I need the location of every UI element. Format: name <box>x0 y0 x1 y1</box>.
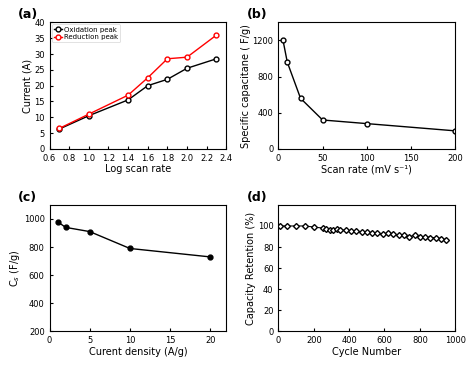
Text: (d): (d) <box>246 191 267 204</box>
Reduction peak <box>214 33 219 37</box>
Y-axis label: Capacity Retention (%): Capacity Retention (%) <box>246 212 256 325</box>
Y-axis label: C$_s$ (F/g): C$_s$ (F/g) <box>9 249 22 287</box>
Oxidation peak <box>145 84 151 88</box>
Oxidation peak <box>86 114 91 118</box>
Oxidation peak <box>56 127 62 131</box>
X-axis label: Log scan rate: Log scan rate <box>105 164 171 174</box>
X-axis label: Curent density (A/g): Curent density (A/g) <box>89 347 187 357</box>
Line: Reduction peak: Reduction peak <box>57 32 219 131</box>
Oxidation peak <box>214 57 219 61</box>
Reduction peak <box>86 112 91 116</box>
Reduction peak <box>145 76 151 80</box>
Reduction peak <box>184 55 190 59</box>
Text: (a): (a) <box>18 8 38 21</box>
Line: Oxidation peak: Oxidation peak <box>57 56 219 131</box>
Reduction peak <box>125 93 131 97</box>
Oxidation peak <box>125 98 131 102</box>
Y-axis label: Current (A): Current (A) <box>23 59 33 113</box>
Y-axis label: Specific capacitane ( F/g): Specific capacitane ( F/g) <box>241 24 251 147</box>
Oxidation peak <box>184 66 190 70</box>
Text: (b): (b) <box>246 8 267 21</box>
X-axis label: Scan rate (mV s⁻¹): Scan rate (mV s⁻¹) <box>321 164 412 174</box>
Text: (c): (c) <box>18 191 37 204</box>
Legend: Oxidation peak, Reduction peak: Oxidation peak, Reduction peak <box>52 24 120 42</box>
X-axis label: Cycle Number: Cycle Number <box>332 347 401 357</box>
Oxidation peak <box>164 77 170 81</box>
Reduction peak <box>56 126 62 131</box>
Reduction peak <box>164 57 170 61</box>
